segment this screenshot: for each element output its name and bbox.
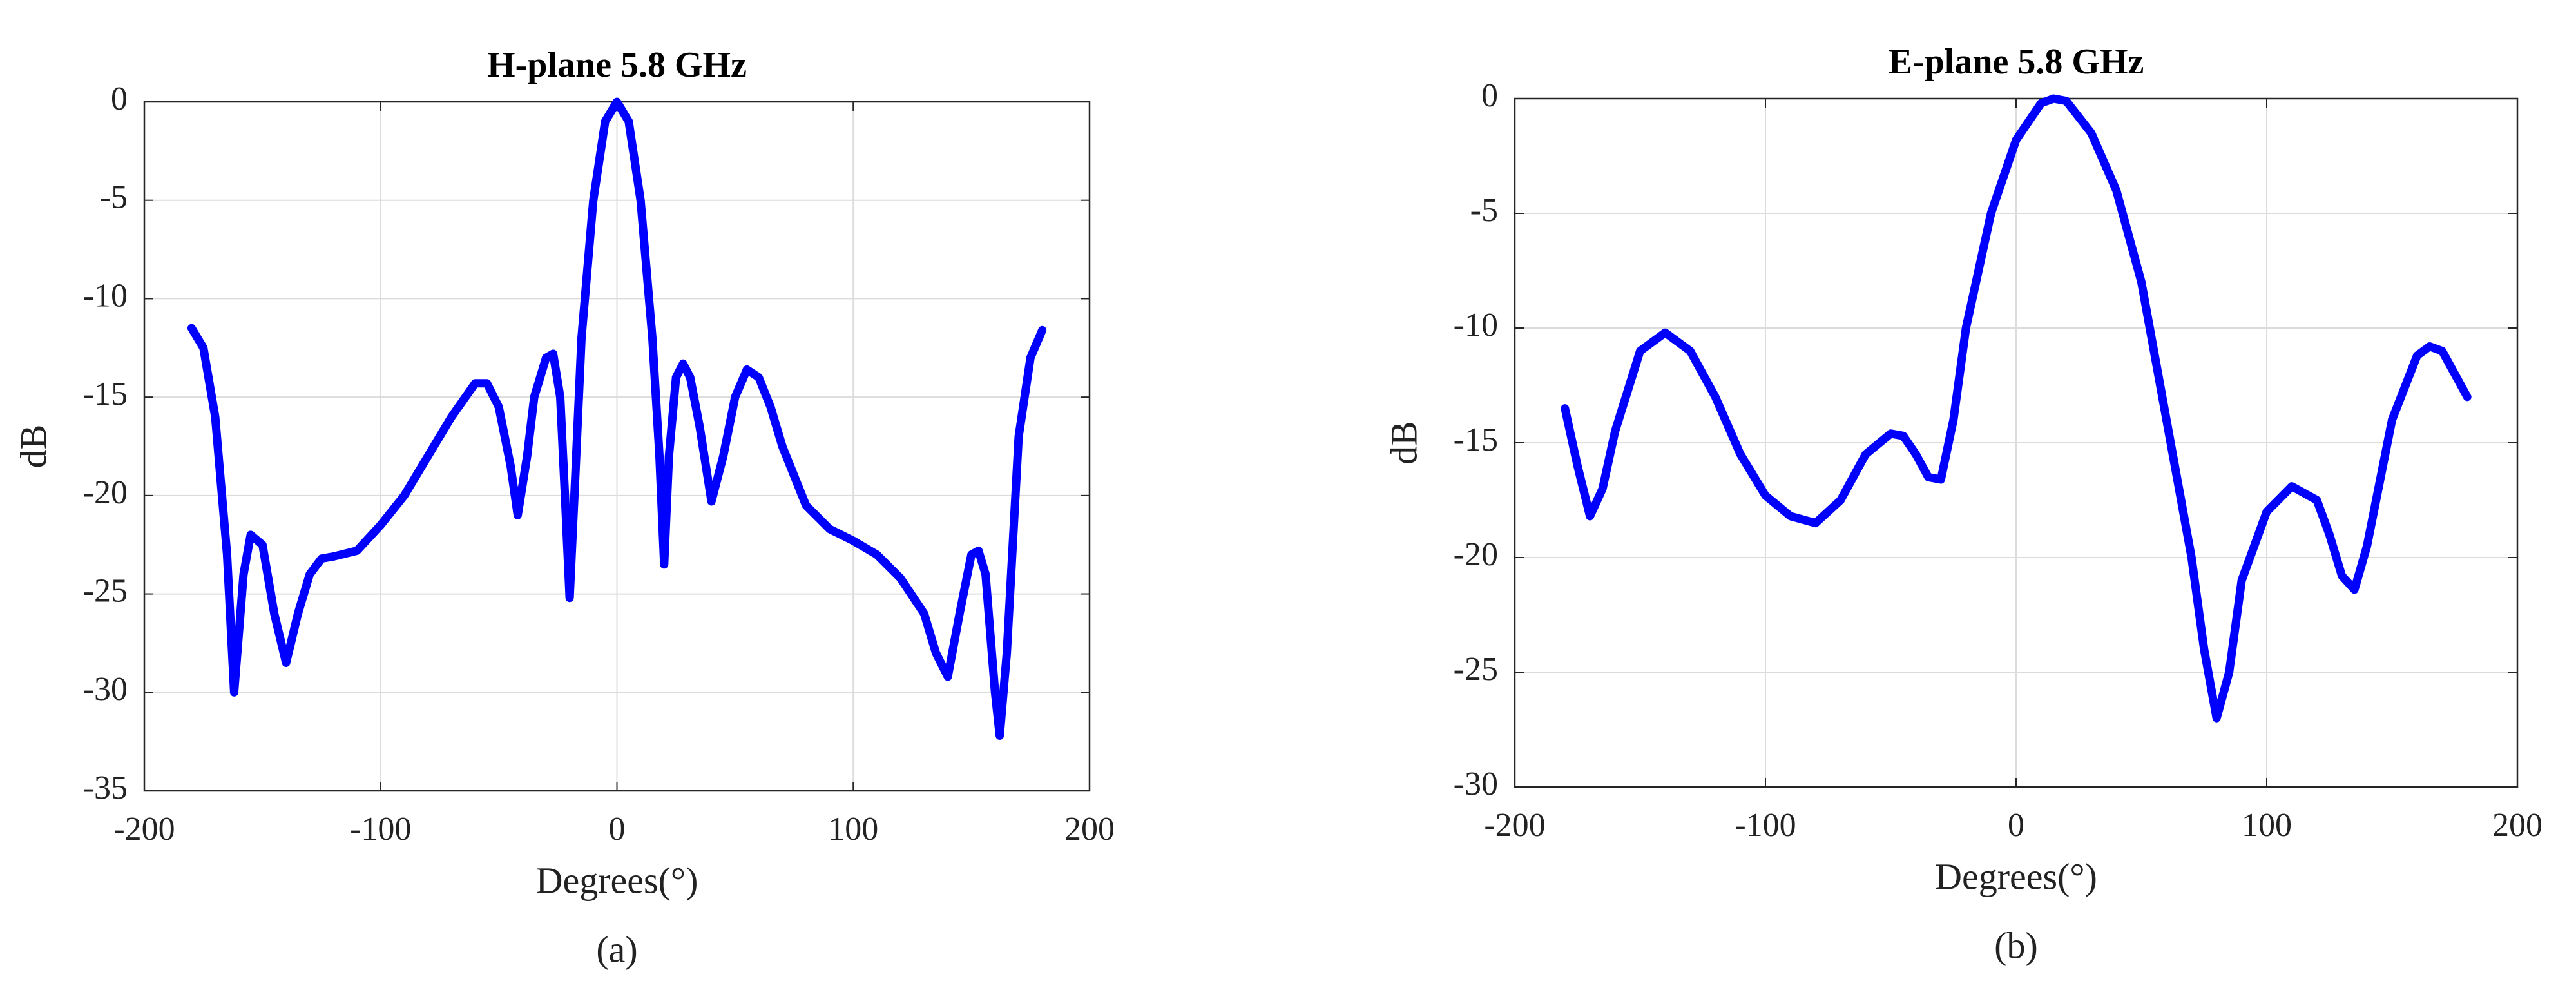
y-tick-label: -35 [83, 770, 128, 806]
x-tick-label: 200 [2492, 807, 2542, 844]
x-tick-label: 100 [828, 811, 878, 848]
x-tick-label: -200 [113, 811, 175, 848]
y-tick-label: -10 [83, 277, 128, 314]
x-axis-label: Degrees(°) [536, 859, 698, 901]
y-tick-label: 0 [1481, 77, 1498, 114]
y-tick-label: -20 [1454, 536, 1498, 573]
y-tick-label: -5 [100, 179, 128, 216]
chart-title: H-plane 5.8 GHz [487, 45, 747, 85]
y-tick-label: -30 [83, 671, 128, 708]
axes-box [1514, 97, 2519, 788]
y-tick-label: -5 [1470, 192, 1498, 229]
y-tick-label: 0 [111, 81, 128, 117]
x-tick-label: 100 [2242, 807, 2292, 844]
x-tick-label: 200 [1064, 811, 1115, 848]
y-tick-label: -10 [1454, 307, 1498, 344]
y-tick-label: -30 [1454, 766, 1498, 802]
x-tick-label: 0 [2008, 807, 2024, 844]
x-tick-label: -200 [1484, 807, 1545, 844]
x-axis-label: Degrees(°) [1935, 855, 2097, 897]
caption: (b) [1994, 924, 2038, 966]
y-tick-label: -25 [83, 573, 128, 610]
y-tick-label: -15 [1454, 422, 1498, 458]
x-tick-label: -100 [1735, 807, 1796, 844]
y-tick-label: -20 [83, 474, 128, 511]
y-tick-label: -25 [1454, 651, 1498, 688]
chart-title: E-plane 5.8 GHz [1889, 42, 2144, 82]
y-axis-label: dB [1383, 421, 1425, 465]
y-tick-label: -15 [83, 376, 128, 412]
caption: (a) [596, 928, 637, 970]
x-tick-label: -100 [350, 811, 411, 848]
y-axis-label: dB [12, 425, 54, 469]
x-tick-label: 0 [609, 811, 626, 848]
data-line [1561, 94, 2472, 723]
data-line [187, 97, 1047, 740]
